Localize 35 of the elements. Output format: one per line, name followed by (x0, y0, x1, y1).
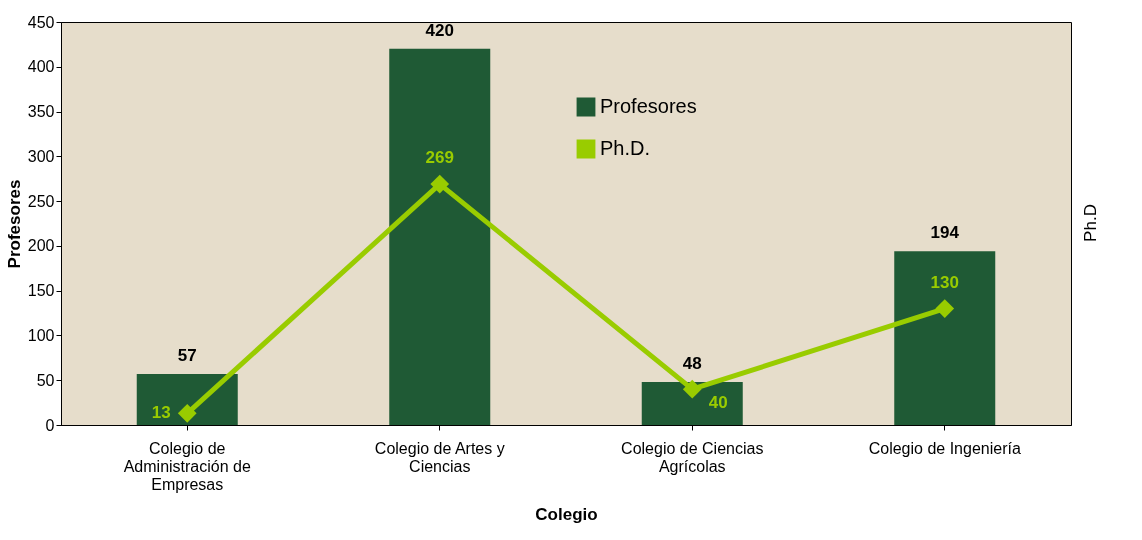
x-tick-label: Colegio de Ingeniería (868, 439, 1021, 457)
data-label: 420 (425, 20, 454, 40)
data-label: 57 (177, 345, 197, 365)
y-tick-label: 300 (27, 147, 55, 165)
x-tick-label: Colegio de Ciencias Agrícolas (621, 439, 764, 475)
y-tick-label: 0 (45, 416, 55, 434)
data-label: 40 (708, 393, 728, 413)
y-tick-label: 400 (27, 58, 55, 76)
point (430, 174, 450, 194)
legend-label: Profesores (600, 95, 697, 117)
bar (389, 48, 491, 425)
y-tick-label: 250 (27, 192, 55, 210)
data-label: 269 (425, 148, 454, 168)
y-axis-title: Profesores (4, 179, 24, 269)
bar (894, 251, 996, 425)
x-axis-title: Colegio (535, 504, 598, 524)
data-label: 13 (151, 403, 171, 423)
y-tick-label: 150 (27, 282, 55, 300)
point (682, 379, 702, 399)
legend-label: Ph.D. (600, 137, 651, 159)
y-tick-label: 50 (36, 371, 55, 389)
y-tick-label: 200 (27, 237, 55, 255)
data-label: 194 (930, 223, 960, 243)
point (935, 299, 955, 318)
x-tick-label: Colegio de Artes y Ciencias (374, 439, 505, 475)
y-tick-label: 100 (27, 326, 55, 344)
y-tick-label: 350 (27, 103, 55, 121)
y-tick-label: 450 (27, 13, 55, 31)
data-label: 48 (682, 354, 702, 374)
x-tick-label: Colegio de Administración de Empresas (123, 439, 251, 493)
point (177, 404, 197, 423)
data-label: 130 (930, 272, 959, 292)
bar (641, 382, 743, 425)
bar (136, 373, 238, 425)
y2-axis-title: Ph.D (1081, 204, 1100, 242)
